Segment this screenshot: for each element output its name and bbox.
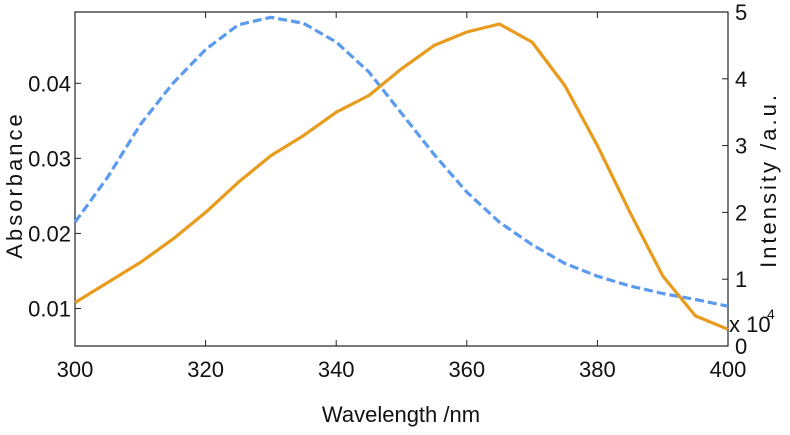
y-right-axis-title: Intensity /a.u. (756, 92, 781, 268)
y-right-tick-label: 1 (735, 267, 747, 292)
y-right-tick-label: 4 (735, 67, 747, 92)
x-tick-label: 300 (57, 357, 94, 382)
tick-labels: 300 320 340 360 380 400 0.01 0.02 0.03 0.04 0 1 2 3 4 5 (28, 0, 747, 382)
y-left-tick-label: 0.02 (28, 221, 71, 246)
right-axis-exponent: 4 (767, 306, 775, 322)
y-left-tick-label: 0.03 (28, 146, 71, 171)
x-tick-label: 340 (318, 357, 355, 382)
y-left-tick-label: 0.01 (28, 296, 71, 321)
tick-marks (74, 11, 729, 347)
right-axis-multiplier: x 10 (729, 312, 771, 337)
y-right-tick-label: 5 (735, 0, 747, 25)
x-tick-label: 360 (448, 357, 485, 382)
y-right-tick-label: 0 (735, 334, 747, 359)
y-left-axis-title: Absorbance (2, 111, 27, 258)
y-right-tick-label: 3 (735, 134, 747, 159)
x-tick-label: 320 (187, 357, 224, 382)
x-tick-label: 400 (710, 357, 747, 382)
series-line-absorbance (73, 15, 729, 308)
y-right-tick-label: 2 (735, 200, 747, 225)
x-tick-label: 380 (579, 357, 616, 382)
y-left-tick-label: 0.04 (28, 71, 71, 96)
x-axis-title: Wavelength /nm (322, 402, 480, 427)
plot-area (74, 11, 729, 347)
series-line-intensity (74, 22, 729, 331)
series-layer (73, 15, 729, 331)
